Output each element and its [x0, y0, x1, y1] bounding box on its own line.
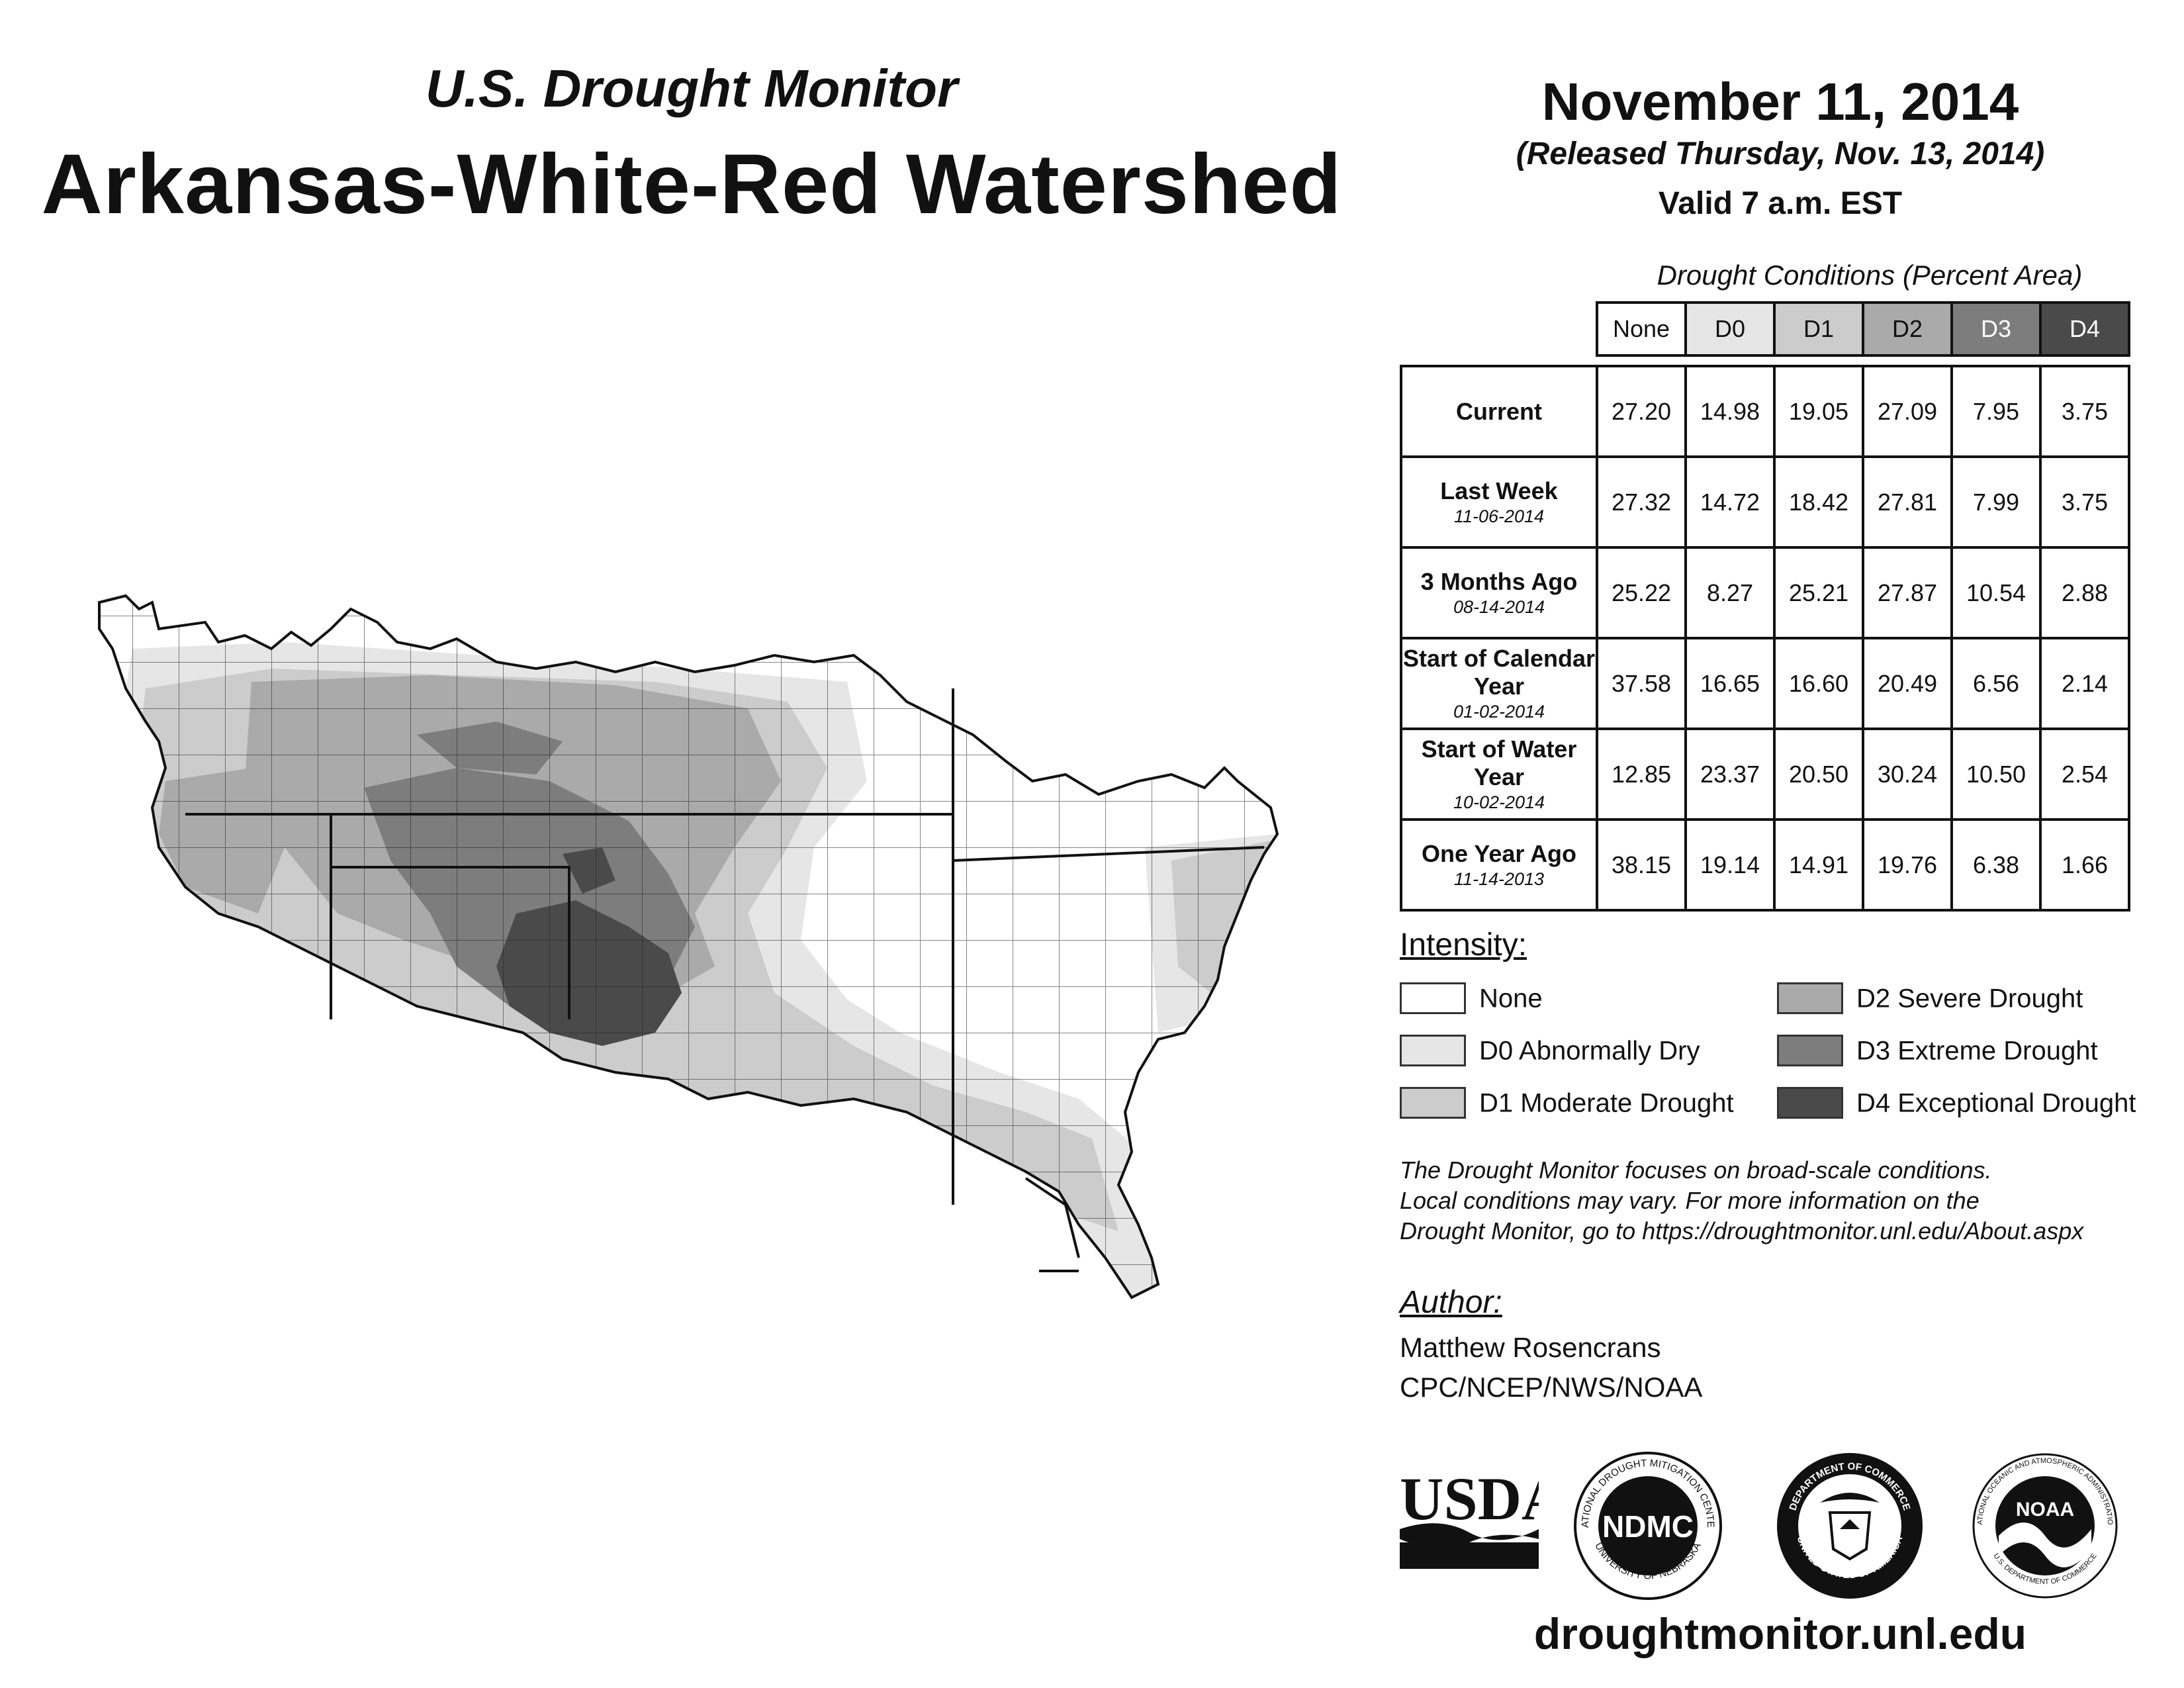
table-caption: Drought Conditions (Percent Area)	[1657, 259, 2083, 291]
table-cell: 14.91	[1773, 818, 1864, 912]
author-name: Matthew Rosencrans	[1400, 1332, 1661, 1363]
table-row: Current 27.20 14.98 19.05 27.09 7.95 3.7…	[1400, 365, 2130, 458]
table-cell: 14.72	[1684, 455, 1776, 549]
legend-item-d4: D4 Exceptional Drought	[1777, 1084, 2136, 1124]
footer-site[interactable]: droughtmonitor.unl.edu	[1533, 1609, 2027, 1658]
col-d3: D3	[1950, 301, 2042, 357]
col-d1: D1	[1773, 301, 1864, 357]
table-cell: 38.15	[1596, 818, 1687, 912]
legend-swatch	[1400, 1087, 1466, 1119]
note-line: The Drought Monitor focuses on broad-sca…	[1400, 1156, 1992, 1184]
table-header-row: None D0 D1 D2 D3 D4	[1401, 301, 2130, 357]
drought-conditions-table: None D0 D1 D2 D3 D4 Current 27.20 14.98 …	[1400, 301, 2130, 912]
note-line: Local conditions may vary. For more info…	[1400, 1187, 1979, 1214]
header-blank	[1401, 303, 1597, 355]
table-row: 3 Months Ago 08-14-2014 25.22 8.27 25.21 …	[1400, 546, 2130, 639]
drought-map	[98, 594, 1279, 1299]
table-cell: 27.81	[1862, 455, 1953, 549]
noaa-logo: NOAA NATIONAL OCEANIC AND ATMOSPHERIC AD…	[1966, 1450, 2118, 1599]
table-cell: 14.98	[1684, 365, 1776, 458]
table-cell: 25.21	[1773, 546, 1864, 639]
table-cell: 10.54	[1950, 546, 2042, 639]
table-row: One Year Ago 11-14-2013 38.15 19.14 14.91…	[1400, 818, 2130, 912]
table-cell: 27.09	[1862, 365, 1953, 458]
valid-time: Valid 7 a.m. EST	[1658, 186, 1903, 221]
table-cell: 8.27	[1684, 546, 1776, 639]
table-cell: 6.56	[1950, 637, 2042, 730]
row-label-one-year-ago: One Year Ago 11-14-2013	[1400, 818, 1598, 912]
table-row: Start of Water Year 10-02-2014 12.85 23.3…	[1400, 727, 2130, 821]
table-cell: 7.95	[1950, 365, 2042, 458]
release-date: (Released Thursday, Nov. 13, 2014)	[1516, 136, 2045, 171]
legend-item-d0: D0 Abnormally Dry	[1400, 1032, 1700, 1072]
author-title: Author:	[1400, 1285, 1502, 1320]
commerce-seal: DEPARTMENT OF COMMERCE UNITED STATES OF …	[1777, 1453, 1923, 1599]
table-cell: 30.24	[1862, 727, 1953, 821]
legend-item-d3: D3 Extreme Drought	[1777, 1032, 2098, 1072]
table-cell: 20.49	[1862, 637, 1953, 730]
table-cell: 25.22	[1596, 546, 1687, 639]
disclaimer-note: The Drought Monitor focuses on broad-sca…	[1400, 1155, 2167, 1246]
legend-title: Intensity:	[1400, 927, 1527, 962]
table-cell: 37.58	[1596, 637, 1687, 730]
legend-item-none: None	[1400, 980, 1543, 1019]
legend-swatch	[1777, 982, 1843, 1015]
table-cell: 18.42	[1773, 455, 1864, 549]
table-cell: 2.54	[2039, 727, 2130, 821]
legend-item-d1: D1 Moderate Drought	[1400, 1084, 1734, 1124]
table-cell: 1.66	[2039, 818, 2130, 912]
table-cell: 16.60	[1773, 637, 1864, 730]
row-label-start-calendar-year: Start of Calendar Year 01-02-2014	[1400, 637, 1598, 730]
row-label-3-months-ago: 3 Months Ago 08-14-2014	[1400, 546, 1598, 639]
table-cell: 19.76	[1862, 818, 1953, 912]
legend-item-d2: D2 Severe Drought	[1777, 980, 2083, 1019]
usda-logo: USDA	[1400, 1466, 1539, 1569]
table-cell: 12.85	[1596, 727, 1687, 821]
legend-swatch	[1777, 1035, 1843, 1067]
table-row: Start of Calendar Year 01-02-2014 37.58 1…	[1400, 637, 2130, 730]
map-subtitle: U.S. Drought Monitor	[425, 59, 958, 118]
table-cell: 3.75	[2039, 365, 2130, 458]
col-d0: D0	[1684, 301, 1776, 357]
table-cell: 10.50	[1950, 727, 2042, 821]
map-title: Arkansas-White-Red Watershed	[41, 137, 1342, 232]
svg-text:NOAA: NOAA	[2016, 1499, 2074, 1521]
table-cell: 20.50	[1773, 727, 1864, 821]
svg-text:NDMC: NDMC	[1602, 1509, 1694, 1544]
map-date: November 11, 2014	[1541, 72, 2019, 131]
table-cell: 27.20	[1596, 365, 1687, 458]
col-d4: D4	[2039, 301, 2130, 357]
table-cell: 27.32	[1596, 455, 1687, 549]
legend-swatch	[1400, 1035, 1466, 1067]
table-cell: 2.88	[2039, 546, 2130, 639]
table-cell: 16.65	[1684, 637, 1776, 730]
legend-swatch	[1400, 982, 1466, 1015]
table-cell: 19.14	[1684, 818, 1776, 912]
table-cell: 6.38	[1950, 818, 2042, 912]
ndmc-logo: NDMC NATIONAL DROUGHT MITIGATION CENTER …	[1562, 1450, 1722, 1600]
col-none: None	[1596, 301, 1687, 357]
legend-swatch	[1777, 1087, 1843, 1119]
row-label-current: Current	[1400, 365, 1598, 458]
table-cell: 23.37	[1684, 727, 1776, 821]
row-label-last-week: Last Week 11-06-2014	[1400, 455, 1598, 549]
table-cell: 3.75	[2039, 455, 2130, 549]
table-cell: 2.14	[2039, 637, 2130, 730]
table-cell: 7.99	[1950, 455, 2042, 549]
note-line: Drought Monitor, go to https://droughtmo…	[1400, 1217, 2084, 1244]
svg-text:USDA: USDA	[1400, 1466, 1539, 1532]
row-label-start-water-year: Start of Water Year 10-02-2014	[1400, 727, 1598, 821]
author-org: CPC/NCEP/NWS/NOAA	[1400, 1372, 1703, 1403]
col-d2: D2	[1862, 301, 1953, 357]
table-cell: 19.05	[1773, 365, 1864, 458]
table-row: Last Week 11-06-2014 27.32 14.72 18.42 27…	[1400, 455, 2130, 549]
table-cell: 27.87	[1862, 546, 1953, 639]
